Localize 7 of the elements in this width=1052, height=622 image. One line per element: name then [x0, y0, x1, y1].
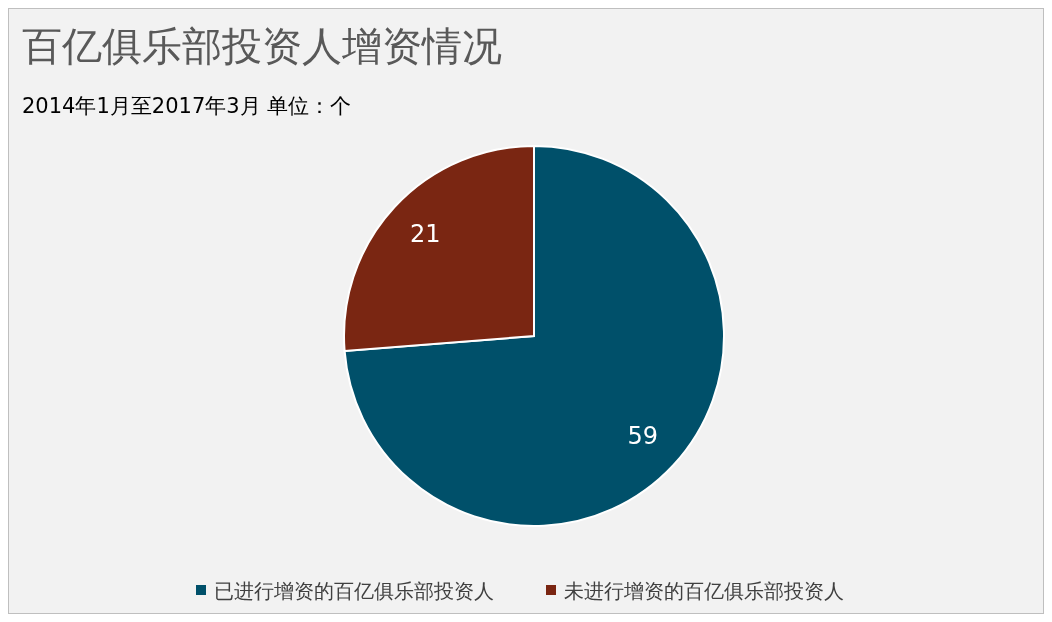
- chart-subtitle: 2014年1月至2017年3月 单位：个: [22, 94, 352, 118]
- pie-slice: [343, 145, 725, 527]
- chart-title: 百亿俱乐部投资人增资情况: [22, 23, 502, 69]
- legend-label: 未进行增资的百亿俱乐部投资人: [564, 579, 844, 603]
- data-label: 59: [627, 421, 659, 450]
- data-label: 21: [409, 220, 441, 249]
- legend-label: 已进行增资的百亿俱乐部投资人: [214, 579, 494, 603]
